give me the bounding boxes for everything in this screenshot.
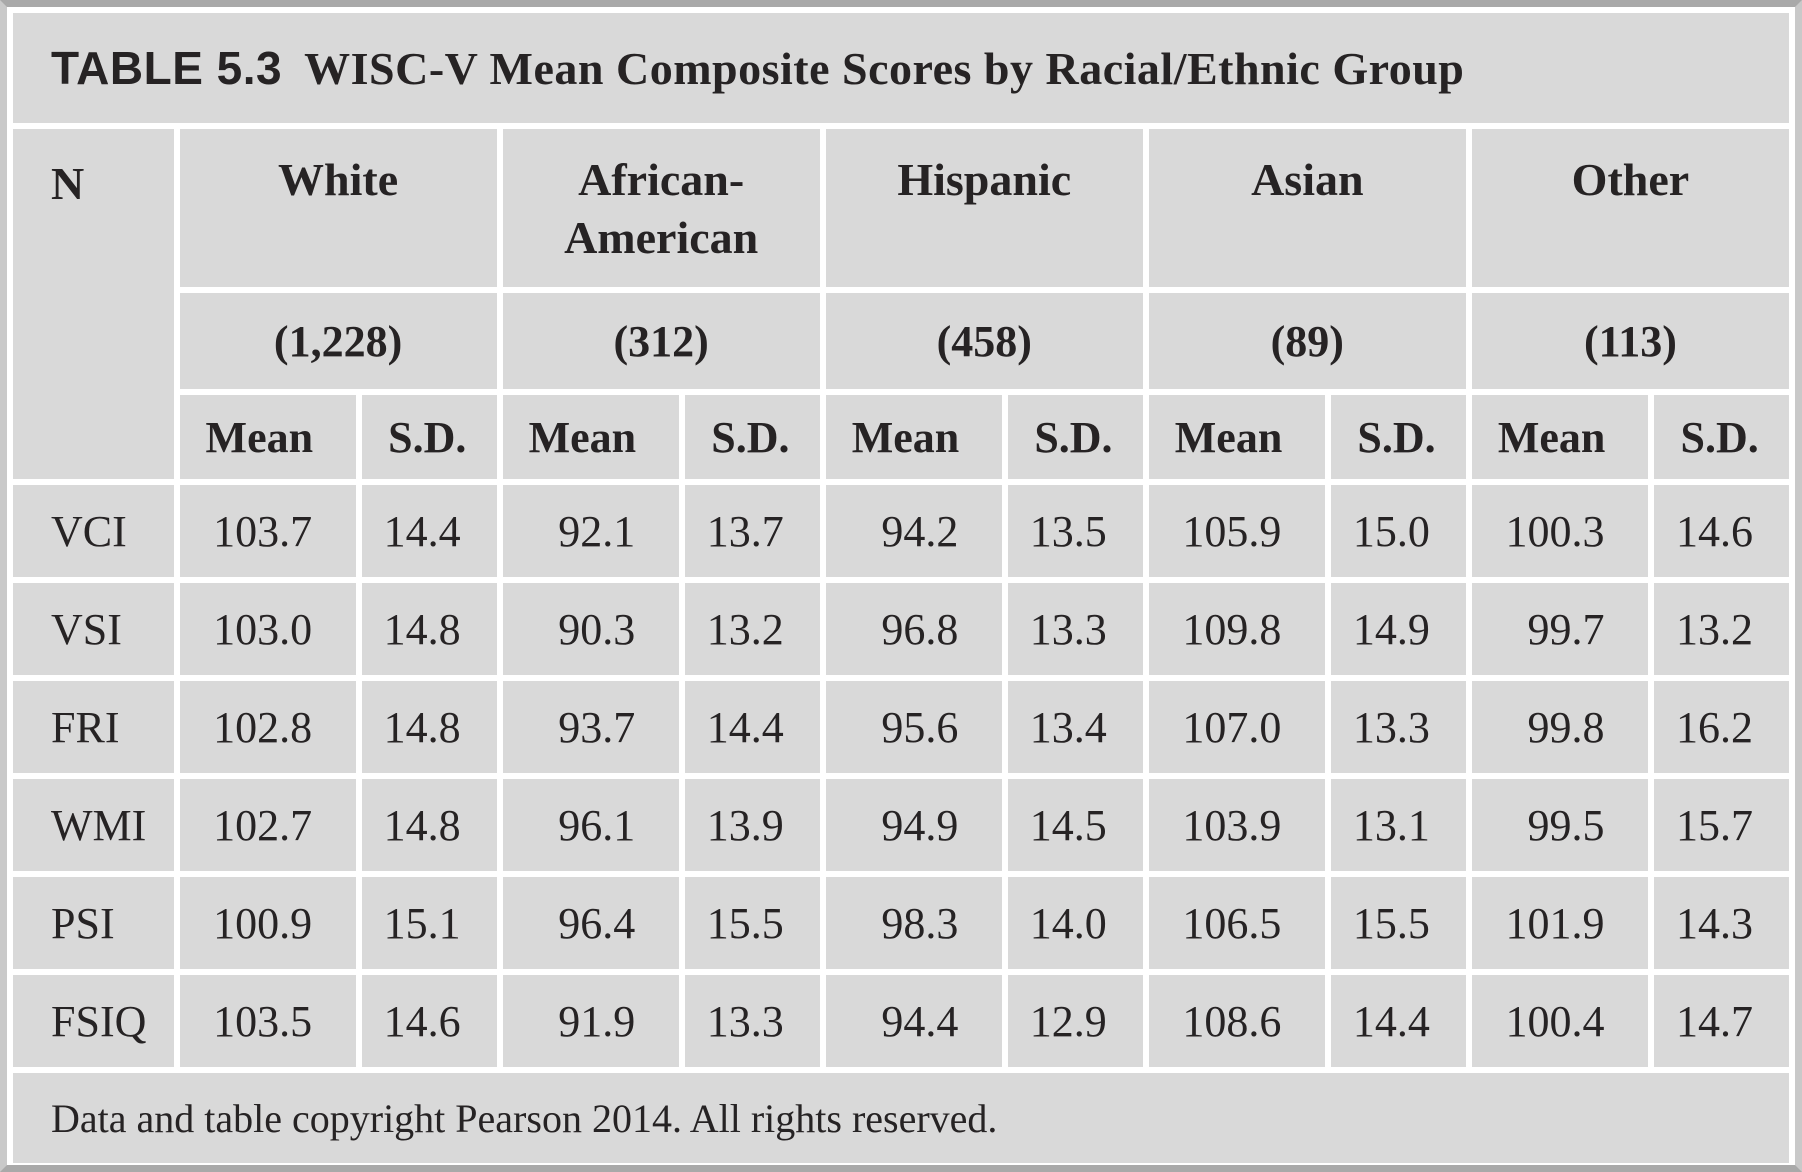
cell-value: 15.5: [1331, 877, 1466, 969]
cell-value: 100.3: [1471, 485, 1649, 577]
group-n-hispanic: (458): [825, 293, 1143, 389]
cell-value: 98.3: [825, 877, 1003, 969]
cell-value: 13.1: [1331, 779, 1466, 871]
cell-value: 99.7: [1471, 583, 1649, 675]
stat-header-sd: S.D.: [1008, 395, 1143, 479]
cell-value: 14.6: [1654, 485, 1789, 577]
cell-value: 99.8: [1471, 681, 1649, 773]
row-header-n: N: [13, 129, 174, 479]
cell-value: 103.0: [179, 583, 357, 675]
cell-value: 15.7: [1654, 779, 1789, 871]
cell-value: 105.9: [1148, 485, 1326, 577]
cell-value: 13.3: [1008, 583, 1143, 675]
cell-value: 13.3: [685, 975, 820, 1067]
cell-value: 103.7: [179, 485, 357, 577]
cell-value: 102.8: [179, 681, 357, 773]
cell-value: 13.2: [685, 583, 820, 675]
table-title-text: WISC-V Mean Composite Scores by Racial/E…: [304, 43, 1465, 94]
group-header-asian: Asian: [1148, 129, 1466, 287]
cell-value: 13.4: [1008, 681, 1143, 773]
group-header-other: Other: [1471, 129, 1789, 287]
cell-value: 14.8: [362, 681, 497, 773]
group-header-hispanic: Hispanic: [825, 129, 1143, 287]
stat-header-sd: S.D.: [685, 395, 820, 479]
stat-header-sd: S.D.: [1331, 395, 1466, 479]
cell-value: 13.5: [1008, 485, 1143, 577]
table-title: TABLE 5.3 WISC-V Mean Composite Scores by…: [13, 13, 1789, 123]
cell-value: 99.5: [1471, 779, 1649, 871]
cell-value: 14.8: [362, 779, 497, 871]
cell-value: 94.9: [825, 779, 1003, 871]
cell-value: 94.4: [825, 975, 1003, 1067]
cell-value: 92.1: [502, 485, 680, 577]
row-label-fsiq: FSIQ: [13, 975, 174, 1067]
cell-value: 12.9: [1008, 975, 1143, 1067]
stat-header-mean: Mean: [179, 395, 357, 479]
cell-value: 14.6: [362, 975, 497, 1067]
cell-value: 106.5: [1148, 877, 1326, 969]
wisc-composite-scores-table: TABLE 5.3 WISC-V Mean Composite Scores by…: [7, 7, 1795, 1165]
cell-value: 14.9: [1331, 583, 1466, 675]
group-n-other: (113): [1471, 293, 1789, 389]
cell-value: 102.7: [179, 779, 357, 871]
cell-value: 101.9: [1471, 877, 1649, 969]
table-number-label: TABLE 5.3: [51, 42, 283, 94]
cell-value: 96.4: [502, 877, 680, 969]
row-label-psi: PSI: [13, 877, 174, 969]
cell-value: 13.9: [685, 779, 820, 871]
cell-value: 103.9: [1148, 779, 1326, 871]
row-label-vsi: VSI: [13, 583, 174, 675]
cell-value: 14.4: [1331, 975, 1466, 1067]
cell-value: 103.5: [179, 975, 357, 1067]
cell-value: 14.4: [685, 681, 820, 773]
group-header-african-american: African-American: [502, 129, 820, 287]
cell-value: 94.2: [825, 485, 1003, 577]
stat-header-sd: S.D.: [362, 395, 497, 479]
copyright-notice: Data and table copyright Pearson 2014. A…: [13, 1073, 1789, 1163]
cell-value: 16.2: [1654, 681, 1789, 773]
group-n-white: (1,228): [179, 293, 497, 389]
stat-header-mean: Mean: [825, 395, 1003, 479]
cell-value: 93.7: [502, 681, 680, 773]
group-header-white: White: [179, 129, 497, 287]
cell-value: 100.9: [179, 877, 357, 969]
cell-value: 14.7: [1654, 975, 1789, 1067]
cell-value: 100.4: [1471, 975, 1649, 1067]
cell-value: 96.8: [825, 583, 1003, 675]
stat-header-mean: Mean: [1471, 395, 1649, 479]
cell-value: 107.0: [1148, 681, 1326, 773]
cell-value: 109.8: [1148, 583, 1326, 675]
cell-value: 15.0: [1331, 485, 1466, 577]
cell-value: 91.9: [502, 975, 680, 1067]
cell-value: 13.7: [685, 485, 820, 577]
cell-value: 13.3: [1331, 681, 1466, 773]
row-label-fri: FRI: [13, 681, 174, 773]
stat-header-sd: S.D.: [1654, 395, 1789, 479]
cell-value: 15.5: [685, 877, 820, 969]
cell-value: 14.4: [362, 485, 497, 577]
stat-header-mean: Mean: [1148, 395, 1326, 479]
cell-value: 14.8: [362, 583, 497, 675]
cell-value: 96.1: [502, 779, 680, 871]
cell-value: 13.2: [1654, 583, 1789, 675]
row-label-vci: VCI: [13, 485, 174, 577]
cell-value: 14.0: [1008, 877, 1143, 969]
group-n-asian: (89): [1148, 293, 1466, 389]
cell-value: 15.1: [362, 877, 497, 969]
group-n-african-american: (312): [502, 293, 820, 389]
table-row: PSI 100.9 15.1 96.4 15.5 98.3 14.0 106.5…: [13, 877, 1789, 969]
cell-value: 14.3: [1654, 877, 1789, 969]
table-row: FSIQ 103.5 14.6 91.9 13.3 94.4 12.9 108.…: [13, 975, 1789, 1067]
cell-value: 14.5: [1008, 779, 1143, 871]
stat-header-mean: Mean: [502, 395, 680, 479]
cell-value: 108.6: [1148, 975, 1326, 1067]
row-label-wmi: WMI: [13, 779, 174, 871]
cell-value: 95.6: [825, 681, 1003, 773]
cell-value: 90.3: [502, 583, 680, 675]
table-row: VCI 103.7 14.4 92.1 13.7 94.2 13.5 105.9…: [13, 485, 1789, 577]
table-row: FRI 102.8 14.8 93.7 14.4 95.6 13.4 107.0…: [13, 681, 1789, 773]
table-row: VSI 103.0 14.8 90.3 13.2 96.8 13.3 109.8…: [13, 583, 1789, 675]
table-row: WMI 102.7 14.8 96.1 13.9 94.9 14.5 103.9…: [13, 779, 1789, 871]
